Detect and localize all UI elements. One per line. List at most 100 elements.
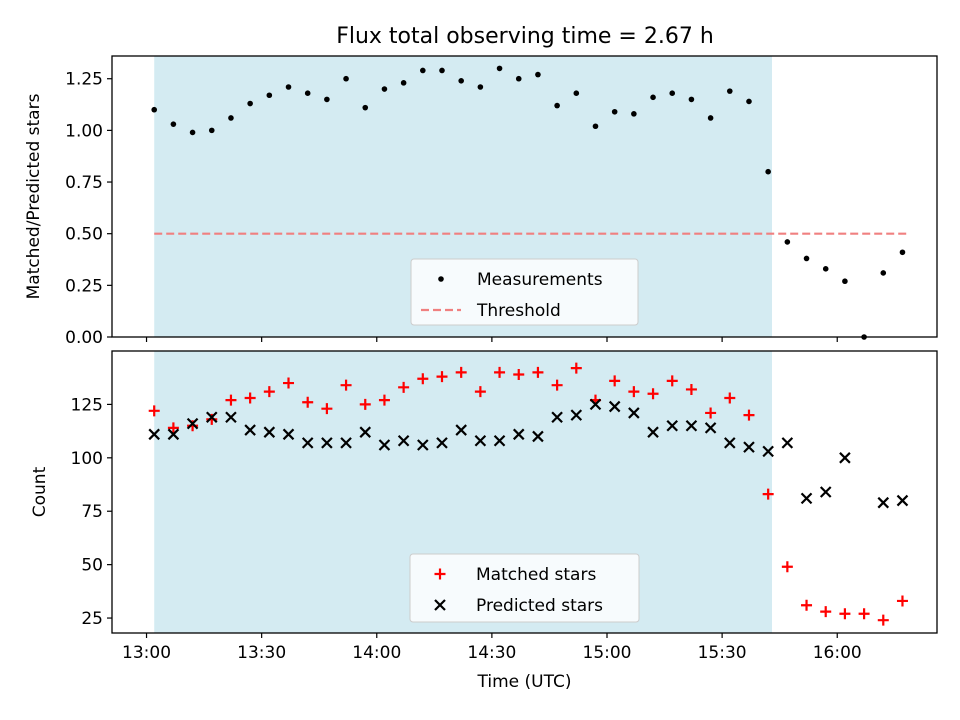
data-point: [570, 362, 582, 374]
data-point: [801, 599, 813, 611]
y-tick-label: 75: [81, 502, 103, 522]
data-point: [515, 75, 522, 82]
data-point: [189, 129, 196, 136]
y-tick-label: 0.00: [65, 328, 103, 348]
y-tick-label: 100: [71, 449, 103, 469]
y-axis-label: Count: [30, 466, 50, 517]
data-point: [781, 561, 793, 573]
data-point: [359, 426, 372, 438]
data-point: [800, 492, 813, 505]
data-point: [819, 486, 832, 498]
data-point: [762, 488, 774, 500]
data-point: [439, 67, 445, 74]
data-point: [820, 606, 832, 618]
data-point: [321, 437, 333, 449]
data-point: [551, 379, 563, 391]
data-point: [397, 434, 410, 447]
data-point: [628, 386, 640, 398]
data-point: [225, 411, 237, 424]
y-tick-label: 1.00: [65, 121, 103, 141]
data-point: [474, 434, 487, 447]
data-point: [704, 422, 717, 434]
data-point: [381, 86, 388, 92]
data-point: [609, 375, 621, 387]
data-point: [208, 127, 215, 134]
x-tick-label: 14:30: [467, 643, 516, 663]
data-point: [302, 396, 314, 408]
x-tick-label: 15:00: [583, 643, 632, 663]
legend-label: Predicted stars: [476, 596, 603, 616]
data-point: [707, 115, 714, 121]
data-point: [477, 84, 484, 90]
data-point: [743, 441, 755, 453]
data-point: [842, 278, 848, 285]
data-point: [705, 407, 717, 419]
series-predicted-stars: [148, 398, 909, 509]
data-point: [551, 411, 563, 424]
data-point: [167, 428, 180, 441]
x-tick-label: 13:30: [237, 643, 286, 663]
data-point: [784, 239, 791, 245]
data-point: [781, 437, 794, 449]
data-point: [570, 409, 583, 421]
data-point: [228, 115, 234, 121]
data-point: [589, 398, 602, 411]
data-point: [378, 439, 391, 451]
data-point: [186, 417, 199, 430]
legend-handle: [434, 599, 446, 611]
data-point: [608, 400, 621, 413]
data-point: [724, 437, 736, 449]
data-point: [628, 407, 640, 419]
data-point: [592, 123, 599, 130]
data-point: [858, 608, 870, 620]
data-point: [455, 366, 467, 378]
data-point: [896, 494, 909, 507]
data-point: [685, 419, 698, 432]
legend-label: Threshold: [476, 301, 561, 321]
x-tick-label: 13:00: [122, 643, 171, 663]
data-point: [247, 100, 253, 107]
legend: Matched stars Predicted stars: [409, 553, 640, 623]
data-point: [880, 270, 887, 276]
data-point: [400, 80, 407, 86]
data-point: [839, 452, 851, 464]
axes-frame: [111, 55, 938, 338]
legend-box: [409, 553, 640, 623]
legend-handle: [434, 568, 446, 580]
data-point: [532, 366, 544, 378]
data-point: [493, 434, 506, 447]
data-point: [148, 405, 160, 417]
data-point: [417, 373, 429, 385]
data-point: [724, 392, 736, 404]
data-point: [343, 75, 349, 82]
x-tick-label: 14:00: [352, 643, 401, 663]
data-point: [666, 375, 678, 387]
data-point: [554, 102, 560, 109]
data-point: [205, 411, 218, 424]
y-tick-label: 50: [81, 556, 103, 576]
y-tick-label: 0.25: [65, 276, 103, 296]
data-point: [225, 394, 237, 406]
data-point: [669, 90, 676, 96]
data-point: [324, 96, 330, 103]
data-point: [340, 437, 352, 449]
ratio-panel: 0.00 0.25 0.50 0.75 1.00 1.25 Matched/Predicte…: [24, 55, 938, 348]
data-point: [647, 426, 659, 438]
count-panel: 25 50 75 100 125 13:00 13:30 14:00 14:30 15:00 15:…: [30, 350, 938, 692]
data-point: [896, 595, 908, 607]
data-point: [666, 419, 679, 432]
chart-title: Flux total observing time = 2.67 h: [336, 24, 714, 49]
y-tick-label: 125: [71, 395, 103, 415]
data-point: [631, 111, 637, 117]
data-point: [436, 437, 448, 449]
data-point: [263, 386, 275, 398]
data-point: [474, 386, 486, 398]
data-point: [321, 403, 333, 415]
y-tick-label: 0.75: [65, 173, 103, 193]
data-point: [244, 392, 256, 404]
x-tick-label: 16:00: [813, 643, 862, 663]
legend: Measurements Threshold: [410, 258, 639, 326]
y-tick-label: 25: [81, 609, 103, 629]
data-point: [420, 67, 426, 74]
